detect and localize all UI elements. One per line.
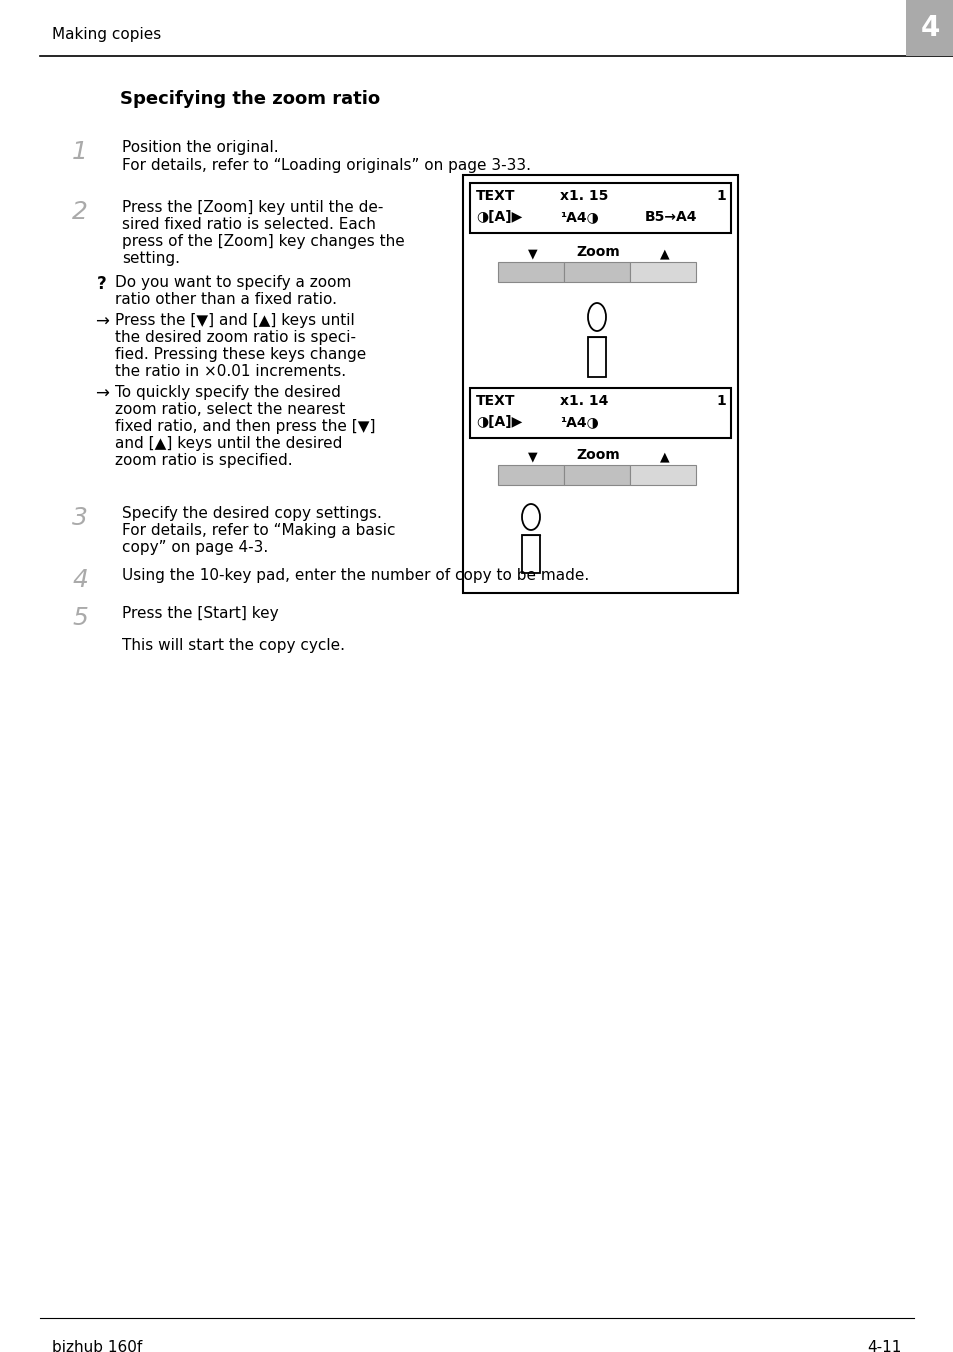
Text: 3: 3 [72, 506, 88, 530]
Ellipse shape [587, 303, 605, 331]
Text: TEXT: TEXT [476, 189, 515, 203]
Bar [905, 0, 953, 55]
Text: x1. 15: x1. 15 [559, 189, 608, 203]
Text: sired fixed ratio is selected. Each: sired fixed ratio is selected. Each [122, 218, 375, 233]
Bar [521, 535, 539, 573]
Bar [462, 174, 738, 594]
Text: x1. 14: x1. 14 [559, 393, 608, 408]
Text: Do you want to specify a zoom: Do you want to specify a zoom [115, 274, 351, 289]
Text: TEXT: TEXT [476, 393, 515, 408]
Bar [497, 262, 563, 283]
Text: Using the 10-key pad, enter the number of copy to be made.: Using the 10-key pad, enter the number o… [122, 568, 589, 583]
Text: ◑[A]▶: ◑[A]▶ [476, 415, 521, 429]
Text: zoom ratio, select the nearest: zoom ratio, select the nearest [115, 402, 345, 416]
Bar [629, 262, 696, 283]
Text: bizhub 160f: bizhub 160f [52, 1340, 142, 1352]
Text: ¹A4◑: ¹A4◑ [559, 210, 598, 224]
Text: zoom ratio is specified.: zoom ratio is specified. [115, 453, 293, 468]
Text: fied. Pressing these keys change: fied. Pressing these keys change [115, 347, 366, 362]
Text: 2: 2 [72, 200, 88, 224]
Text: ▲: ▲ [659, 450, 669, 462]
Text: →: → [95, 314, 109, 331]
Text: ▲: ▲ [659, 247, 669, 260]
Text: the desired zoom ratio is speci-: the desired zoom ratio is speci- [115, 330, 355, 345]
Bar [563, 465, 629, 485]
Ellipse shape [521, 504, 539, 530]
Text: 1: 1 [72, 141, 88, 164]
Text: 4: 4 [72, 568, 88, 592]
Text: Zoom: Zoom [576, 245, 619, 260]
Bar [497, 465, 563, 485]
Text: copy” on page 4-3.: copy” on page 4-3. [122, 539, 268, 556]
Text: ?: ? [97, 274, 107, 293]
Text: setting.: setting. [122, 251, 180, 266]
Bar [587, 337, 605, 377]
Text: ▼: ▼ [528, 450, 537, 462]
Text: press of the [Zoom] key changes the: press of the [Zoom] key changes the [122, 234, 404, 249]
Text: ¹A4◑: ¹A4◑ [559, 415, 598, 429]
Text: To quickly specify the desired: To quickly specify the desired [115, 385, 340, 400]
Text: This will start the copy cycle.: This will start the copy cycle. [122, 638, 345, 653]
Text: 1: 1 [716, 393, 725, 408]
Text: Zoom: Zoom [576, 448, 619, 462]
Text: Making copies: Making copies [52, 27, 161, 42]
Bar [470, 183, 730, 233]
Text: the ratio in ×0.01 increments.: the ratio in ×0.01 increments. [115, 364, 346, 379]
Text: For details, refer to “Making a basic: For details, refer to “Making a basic [122, 523, 395, 538]
Text: 4-11: 4-11 [866, 1340, 901, 1352]
Text: Specify the desired copy settings.: Specify the desired copy settings. [122, 506, 381, 521]
Text: fixed ratio, and then press the [▼]: fixed ratio, and then press the [▼] [115, 419, 375, 434]
Bar [563, 262, 629, 283]
Text: 4: 4 [920, 14, 939, 42]
Text: 5: 5 [72, 606, 88, 630]
Text: Press the [Zoom] key until the de-: Press the [Zoom] key until the de- [122, 200, 383, 215]
Text: ▼: ▼ [528, 247, 537, 260]
Text: ◑[A]▶: ◑[A]▶ [476, 210, 521, 224]
Text: ratio other than a fixed ratio.: ratio other than a fixed ratio. [115, 292, 336, 307]
Text: and [▲] keys until the desired: and [▲] keys until the desired [115, 435, 342, 452]
Bar [629, 465, 696, 485]
Text: B5→A4: B5→A4 [644, 210, 697, 224]
Text: 1: 1 [716, 189, 725, 203]
Text: Press the [▼] and [▲] keys until: Press the [▼] and [▲] keys until [115, 314, 355, 329]
Text: Press the [Start] key: Press the [Start] key [122, 606, 278, 621]
Text: For details, refer to “Loading originals” on page 3-33.: For details, refer to “Loading originals… [122, 158, 531, 173]
Text: Position the original.: Position the original. [122, 141, 278, 155]
Text: →: → [95, 385, 109, 403]
Text: Specifying the zoom ratio: Specifying the zoom ratio [120, 91, 379, 108]
Bar [470, 388, 730, 438]
